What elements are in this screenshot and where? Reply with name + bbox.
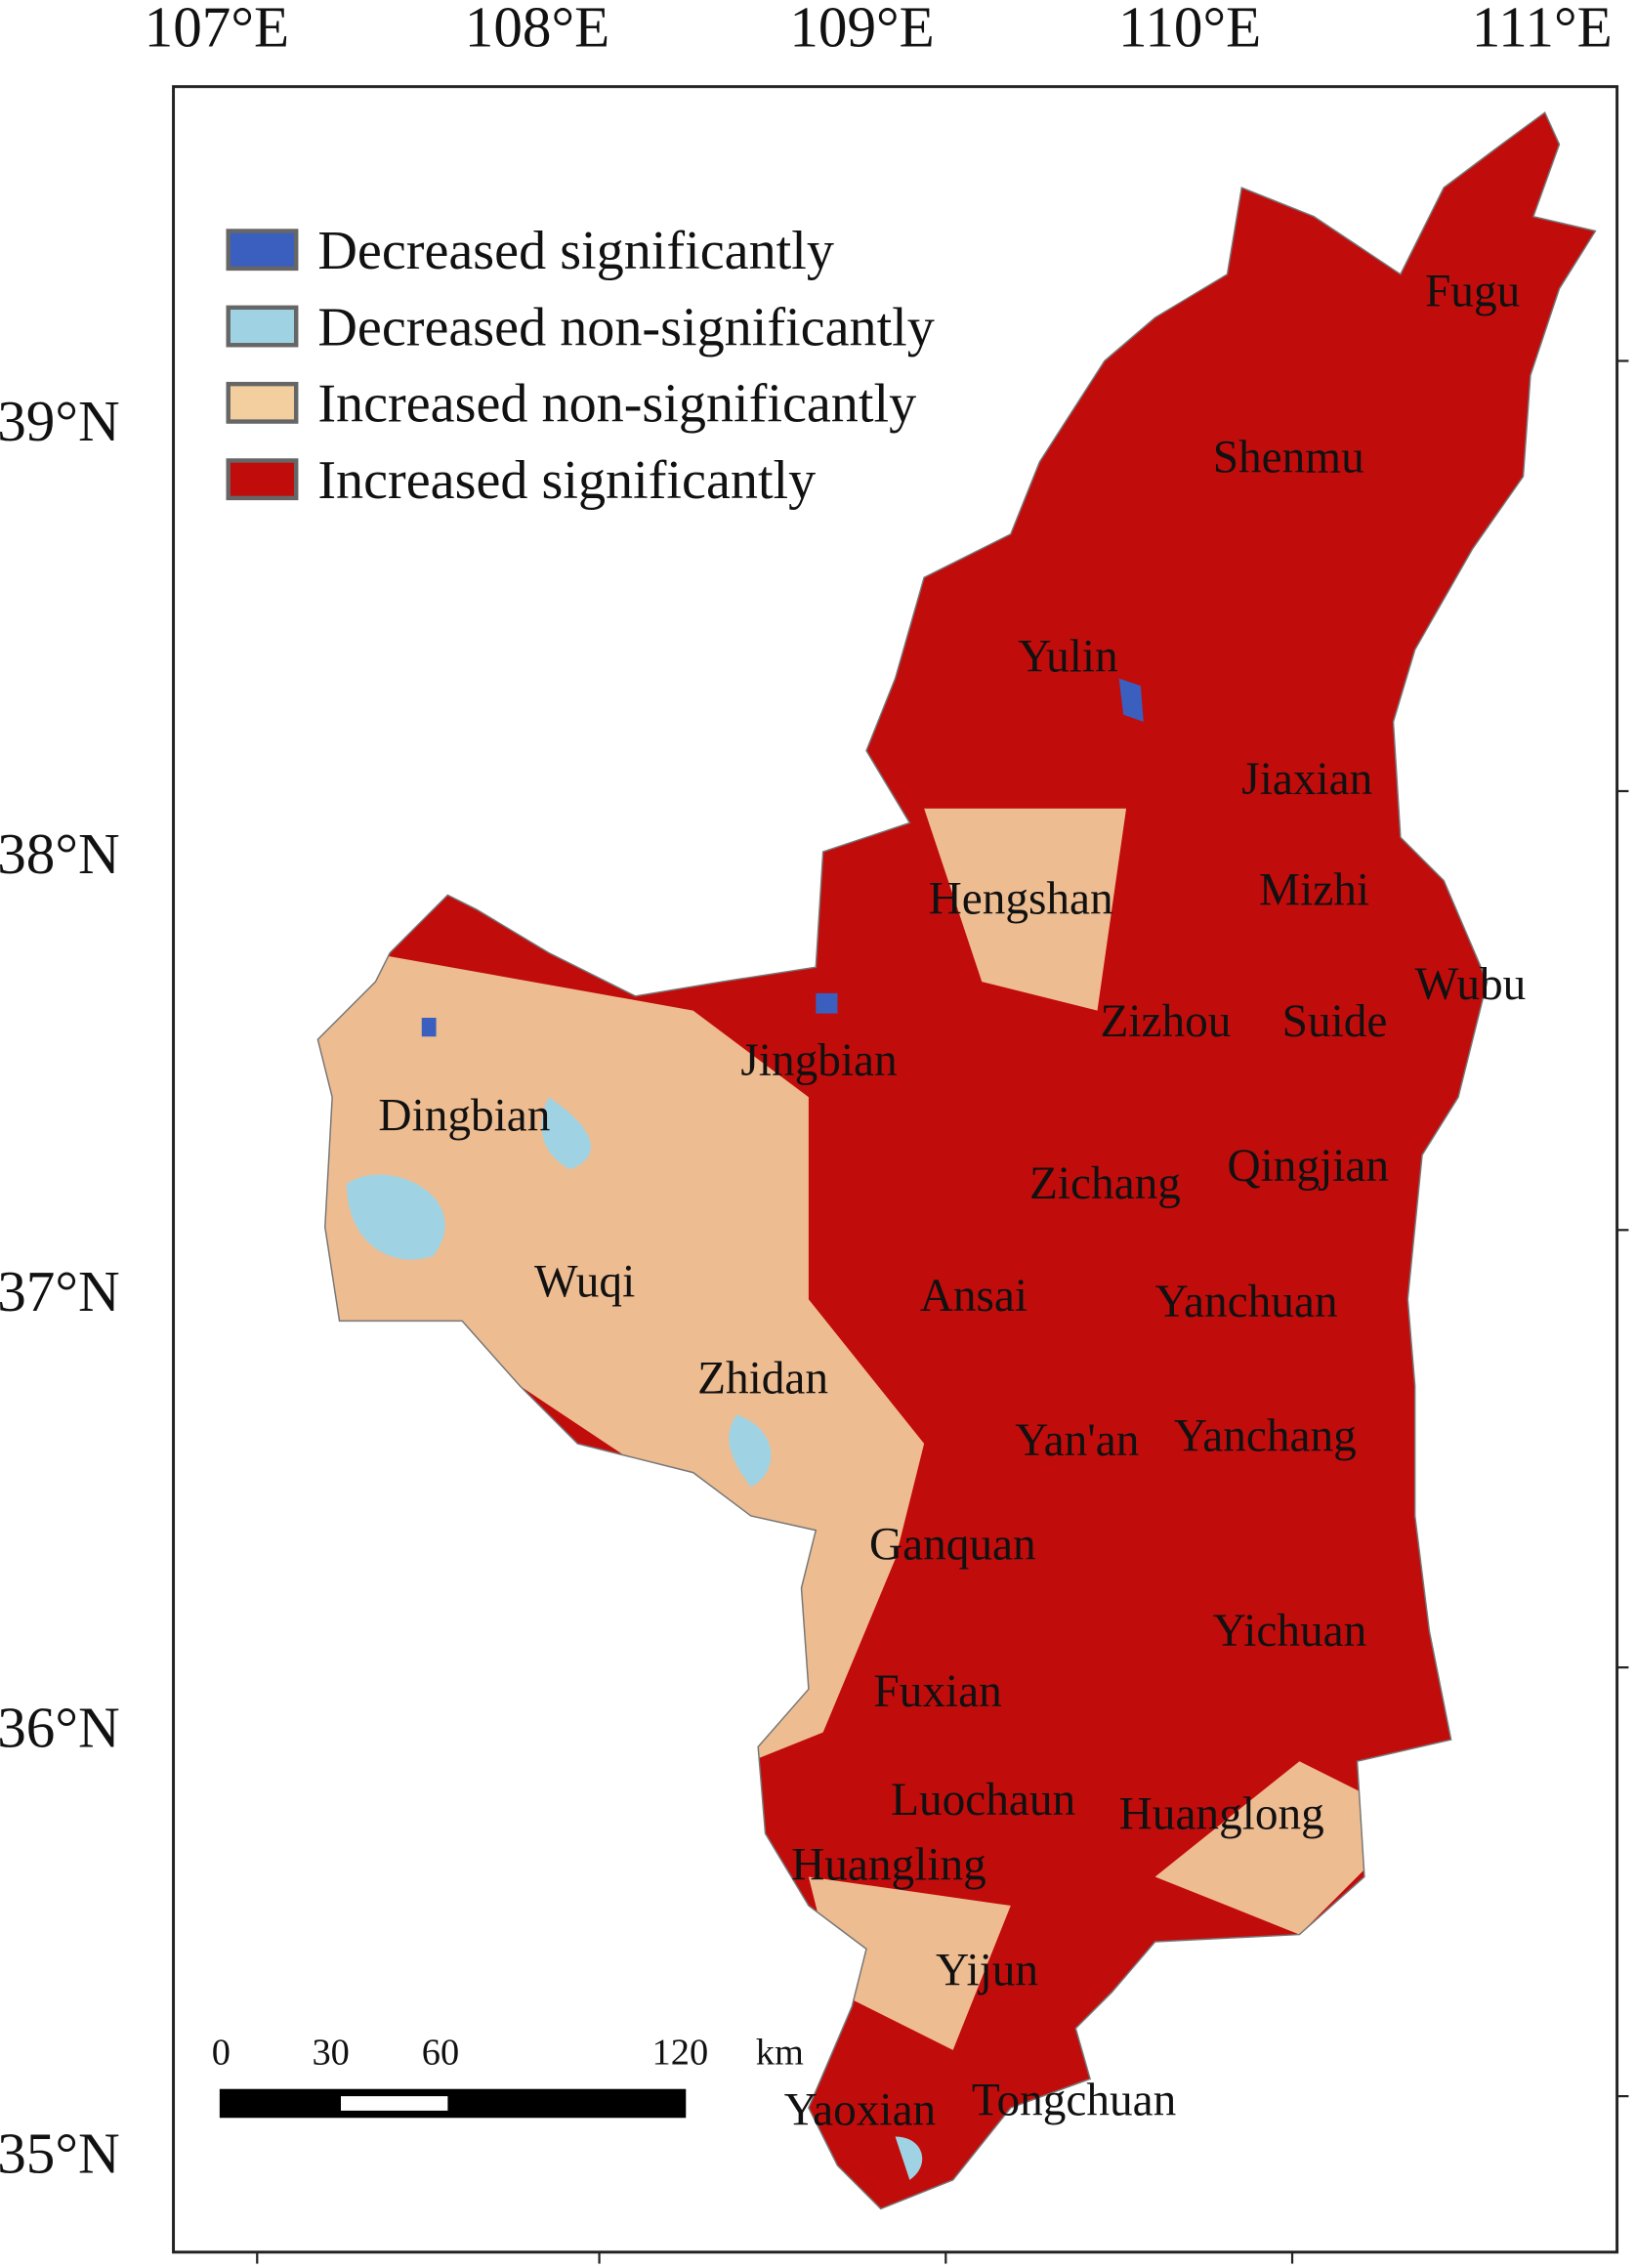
latitude-label: 39°N — [0, 389, 120, 453]
scale-label: 30 — [312, 2033, 349, 2074]
map-frame — [172, 85, 1619, 2254]
scale-label: 0 — [212, 2033, 231, 2074]
city-label: Qingjian — [1228, 1141, 1389, 1192]
longitude-label: 110°E — [1118, 0, 1261, 59]
city-label: Tongchuan — [972, 2075, 1176, 2125]
city-label: Fugu — [1425, 266, 1520, 316]
city-label: Zhidan — [697, 1353, 828, 1404]
region-outline — [316, 111, 1597, 2210]
latitude-labels: 39°N 38°N 37°N 36°N 35°N — [0, 389, 120, 2186]
legend-label: Increased significantly — [317, 450, 816, 511]
legend-swatch — [226, 229, 299, 272]
city-label: Yijun — [936, 1945, 1038, 1995]
city-label: Yanchuan — [1155, 1277, 1338, 1327]
scale-label: 120 — [652, 2033, 709, 2074]
city-label: Yulin — [1018, 631, 1117, 682]
legend-label: Decreased significantly — [317, 221, 834, 281]
longitude-label: 108°E — [465, 0, 609, 59]
longitude-label: 111°E — [1472, 0, 1613, 59]
city-label: Zizhou — [1100, 996, 1231, 1047]
city-label: Yanchang — [1174, 1410, 1357, 1461]
city-label: Wuqi — [534, 1256, 635, 1307]
latitude-label: 37°N — [0, 1259, 120, 1323]
city-label: Suide — [1282, 996, 1388, 1047]
city-label: Luochaun — [891, 1775, 1075, 1826]
non-significant-decrease-area — [346, 1097, 923, 2180]
city-label: Mizhi — [1259, 865, 1369, 916]
city-label: Yaoxian — [784, 2085, 936, 2136]
legend-label: Decreased non-significantly — [317, 297, 935, 357]
legend-swatch — [226, 458, 299, 501]
legend: Decreased significantly Decreased non-sig… — [226, 221, 935, 511]
city-label: Huangling — [791, 1839, 986, 1890]
longitude-labels: 107°E 108°E 109°E 110°E 111°E — [145, 0, 1613, 59]
legend-swatch — [226, 305, 299, 348]
legend-swatch — [226, 381, 299, 424]
city-label: Jiaxian — [1241, 754, 1372, 805]
latitude-label: 35°N — [0, 2121, 120, 2185]
scale-unit: km — [756, 2033, 804, 2074]
city-label: Hengshan — [929, 874, 1113, 925]
city-label: Ansai — [920, 1271, 1028, 1322]
scale-bar-segment — [341, 2096, 448, 2111]
city-label: Wubu — [1415, 959, 1527, 1010]
city-label: Huanglong — [1119, 1789, 1324, 1840]
city-label: Yan'an — [1015, 1415, 1139, 1466]
city-label: Shenmu — [1213, 432, 1364, 483]
legend-label: Increased non-significantly — [317, 374, 916, 435]
city-label: Ganquan — [869, 1519, 1036, 1570]
city-label: Jingbian — [740, 1035, 897, 1086]
city-label: Zichang — [1029, 1158, 1181, 1209]
longitude-label: 107°E — [145, 0, 289, 59]
city-label: Dingbian — [378, 1090, 550, 1141]
scale-bar-body — [219, 2088, 687, 2119]
scale-label: 60 — [422, 2033, 459, 2074]
city-label: Yichuan — [1213, 1606, 1367, 1657]
frame-ticks — [256, 359, 1629, 2264]
latitude-label: 38°N — [0, 821, 120, 886]
scale-bar: 0 30 60 120 km — [212, 2033, 804, 2119]
city-labels: Fugu Shenmu Yulin Jiaxian Hengshan Mizhi Wubu Z… — [378, 266, 1526, 2135]
longitude-label: 109°E — [789, 0, 934, 59]
latitude-label: 36°N — [0, 1695, 120, 1759]
city-label: Fuxian — [873, 1666, 1001, 1717]
